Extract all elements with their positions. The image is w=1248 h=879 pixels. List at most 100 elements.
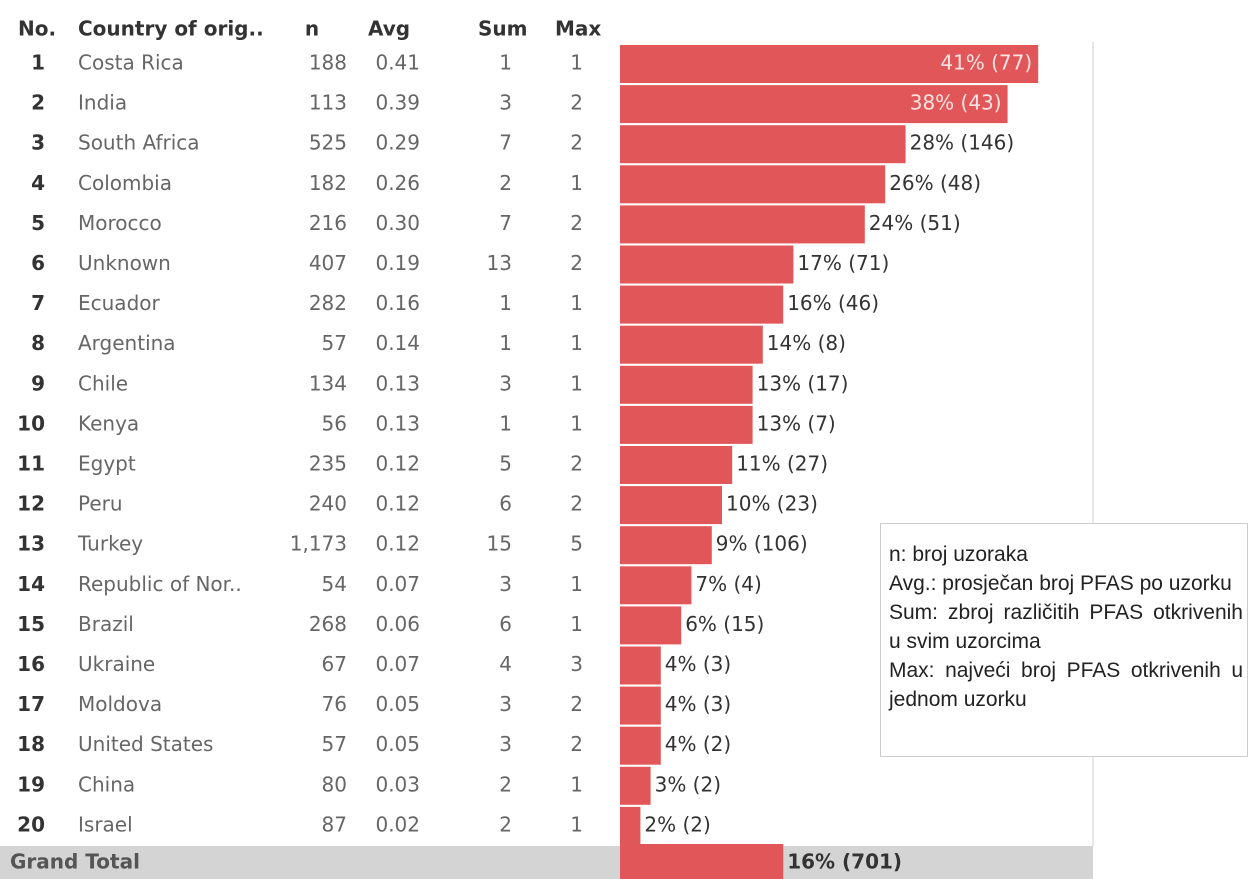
max-cell: 1	[570, 51, 583, 75]
n-cell: 67	[322, 652, 347, 676]
row-number: 9	[31, 371, 45, 395]
value-label: 41% (77)	[940, 51, 1032, 75]
max-cell: 2	[570, 732, 583, 756]
n-cell: 57	[322, 732, 347, 756]
max-cell: 1	[570, 812, 583, 836]
avg-cell: 0.13	[375, 411, 420, 435]
max-cell: 1	[570, 772, 583, 796]
row-number: 18	[17, 732, 45, 756]
row-number: 16	[17, 652, 45, 676]
bar	[620, 566, 692, 605]
value-label: 9% (106)	[716, 532, 808, 556]
avg-cell: 0.16	[375, 291, 420, 315]
avg-cell: 0.05	[375, 692, 420, 716]
n-cell: 80	[322, 772, 347, 796]
max-cell: 3	[570, 652, 583, 676]
avg-cell: 0.07	[375, 572, 420, 596]
avg-cell: 0.29	[375, 131, 420, 155]
sum-cell: 15	[487, 532, 512, 556]
sum-cell: 3	[499, 692, 512, 716]
country: Costa Rica	[78, 51, 184, 75]
sum-cell: 3	[499, 732, 512, 756]
sum-cell: 3	[499, 572, 512, 596]
country: Unknown	[78, 251, 171, 275]
n-cell: 240	[309, 492, 347, 516]
row-number: 17	[17, 692, 45, 716]
sum-cell: 1	[499, 331, 512, 355]
sum-cell: 2	[499, 812, 512, 836]
bar	[620, 606, 682, 645]
value-label: 2% (2)	[644, 812, 710, 836]
note-line: n: broj uzoraka	[889, 543, 1028, 566]
n-cell: 282	[309, 291, 347, 315]
max-cell: 1	[570, 291, 583, 315]
note-line: Sum: zbroj različitih PFAS otkrivenih u …	[889, 601, 1243, 653]
bar	[620, 446, 733, 484]
n-cell: 76	[322, 692, 347, 716]
row-number: 2	[31, 91, 45, 115]
column-header: Country of orig..	[78, 17, 264, 41]
max-cell: 1	[570, 411, 583, 435]
max-cell: 2	[570, 131, 583, 155]
avg-cell: 0.26	[375, 171, 420, 195]
bar	[620, 205, 865, 244]
sum-cell: 5	[499, 452, 512, 476]
max-cell: 2	[570, 692, 583, 716]
n-cell: 1,173	[290, 532, 347, 556]
sum-cell: 1	[499, 291, 512, 315]
bar	[620, 766, 651, 805]
country: Ukraine	[78, 652, 155, 676]
country: Chile	[78, 371, 128, 395]
n-cell: 54	[322, 572, 347, 596]
bar	[620, 405, 753, 444]
row-number: 19	[17, 772, 45, 796]
bar	[620, 165, 886, 204]
sum-cell: 2	[499, 772, 512, 796]
bar	[620, 726, 661, 765]
avg-cell: 0.41	[375, 51, 420, 75]
max-cell: 1	[570, 371, 583, 395]
sum-cell: 2	[499, 171, 512, 195]
value-label: 28% (146)	[910, 131, 1015, 155]
row-number: 7	[31, 291, 45, 315]
avg-cell: 0.02	[375, 812, 420, 836]
value-label: 13% (17)	[757, 371, 849, 395]
value-label: 4% (2)	[665, 732, 731, 756]
country: Colombia	[78, 171, 172, 195]
note-box: n: broj uzoraka Avg.: prosječan broj PFAS…	[880, 523, 1248, 757]
avg-cell: 0.07	[375, 652, 420, 676]
max-cell: 2	[570, 251, 583, 275]
total-row-bg	[0, 846, 1093, 879]
country: United States	[78, 732, 213, 756]
max-cell: 5	[570, 532, 583, 556]
avg-cell: 0.03	[375, 772, 420, 796]
max-cell: 2	[570, 492, 583, 516]
n-cell: 216	[309, 211, 347, 235]
value-label: 6% (15)	[685, 612, 764, 636]
n-cell: 113	[309, 91, 347, 115]
country: Brazil	[78, 612, 134, 636]
bar	[620, 45, 1039, 83]
sum-cell: 3	[499, 91, 512, 115]
country: Argentina	[78, 331, 176, 355]
row-number: 12	[17, 492, 45, 516]
bar	[620, 365, 753, 404]
sum-cell: 3	[499, 371, 512, 395]
column-header: n	[305, 17, 319, 41]
sum-cell: 1	[499, 51, 512, 75]
n-cell: 525	[309, 131, 347, 155]
max-cell: 2	[570, 91, 583, 115]
country: Egypt	[78, 452, 136, 476]
avg-cell: 0.14	[375, 331, 420, 355]
n-cell: 182	[309, 171, 347, 195]
avg-cell: 0.12	[375, 492, 420, 516]
n-cell: 407	[309, 251, 347, 275]
value-label: 16% (701)	[787, 850, 902, 874]
n-cell: 57	[322, 331, 347, 355]
avg-cell: 0.13	[375, 371, 420, 395]
value-label: 7% (4)	[695, 572, 761, 596]
sum-cell: 6	[499, 492, 512, 516]
column-header: No.	[18, 17, 56, 41]
n-cell: 56	[322, 411, 347, 435]
